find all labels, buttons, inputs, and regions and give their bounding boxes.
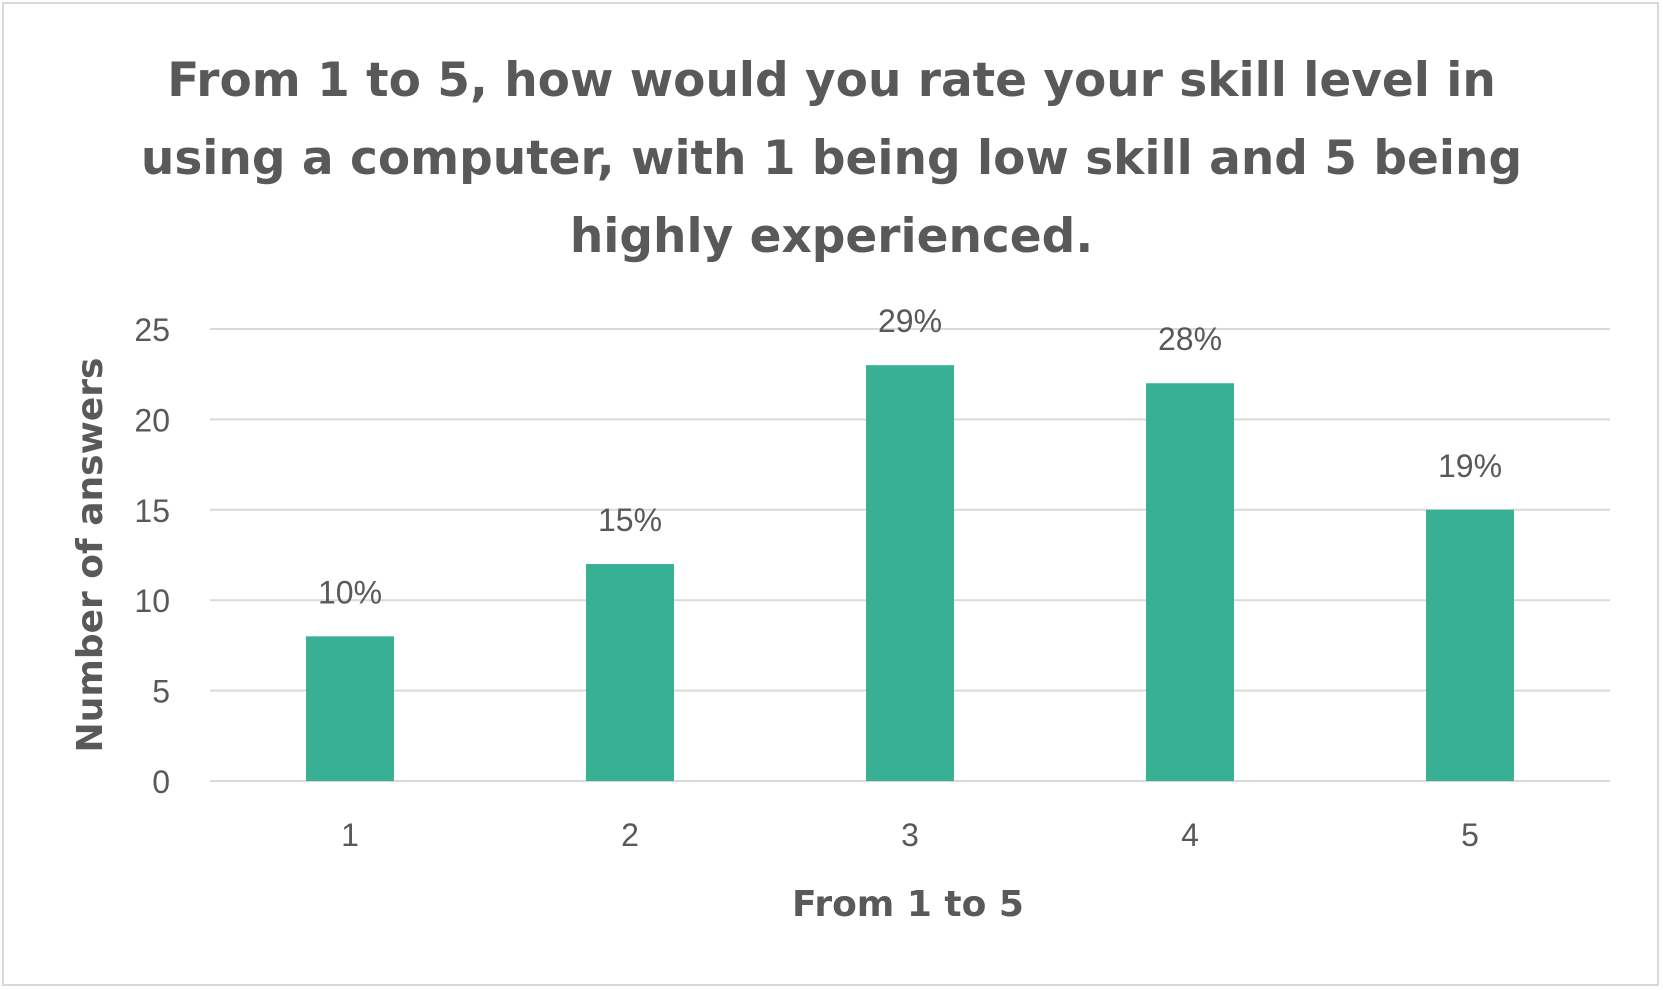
x-tick-label-3: 3 bbox=[901, 817, 919, 853]
y-tick-label: 0 bbox=[152, 764, 170, 800]
bar-5 bbox=[1426, 509, 1514, 781]
data-label-2: 15% bbox=[598, 502, 662, 538]
bar-1 bbox=[306, 636, 394, 781]
y-tick-label: 10 bbox=[134, 583, 170, 619]
data-label-1: 10% bbox=[318, 574, 382, 610]
y-axis-title: Number of answers bbox=[70, 358, 111, 753]
y-axis-ticks: 0 5 10 15 20 25 bbox=[134, 312, 170, 800]
bars bbox=[306, 365, 1514, 781]
y-tick-label: 25 bbox=[134, 312, 170, 348]
y-tick-label: 15 bbox=[134, 493, 170, 529]
bar-3 bbox=[866, 365, 954, 781]
y-tick-label: 5 bbox=[152, 674, 170, 710]
data-label-4: 28% bbox=[1158, 321, 1222, 357]
x-tick-label-2: 2 bbox=[621, 817, 639, 853]
x-tick-label-5: 5 bbox=[1461, 817, 1479, 853]
bar-4 bbox=[1146, 383, 1234, 781]
data-label-5: 19% bbox=[1438, 448, 1502, 484]
y-tick-label: 20 bbox=[134, 402, 170, 438]
x-tick-label-1: 1 bbox=[341, 817, 359, 853]
x-tick-label-4: 4 bbox=[1181, 817, 1199, 853]
bar-2 bbox=[586, 564, 674, 781]
data-labels: 10% 15% 29% 28% 19% bbox=[318, 303, 1502, 610]
x-axis-ticks: 1 2 3 4 5 bbox=[341, 817, 1479, 853]
data-label-3: 29% bbox=[878, 303, 942, 339]
chart-title: From 1 to 5, how would you rate your ski… bbox=[140, 53, 1523, 264]
x-axis-title: From 1 to 5 bbox=[792, 884, 1024, 925]
